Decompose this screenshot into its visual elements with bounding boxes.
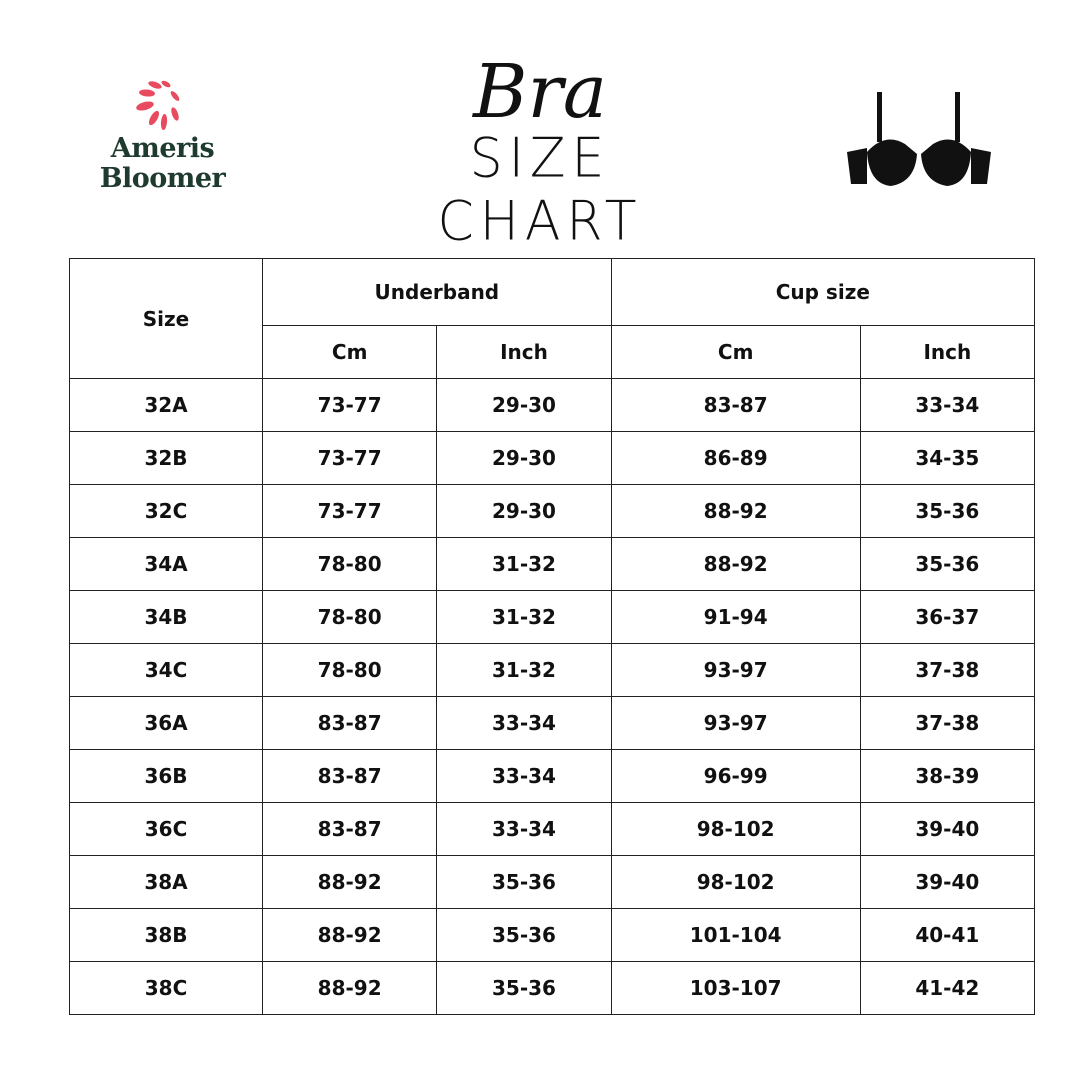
cell-underband-inch: 33-34 — [436, 696, 612, 750]
cell-cup-cm: 96-99 — [610, 749, 861, 803]
cell-size: 34A — [69, 537, 263, 591]
subheader-cup-cm: Cm — [610, 325, 861, 379]
title-script: Bra — [473, 49, 607, 135]
cell-underband-inch: 35-36 — [436, 961, 612, 1015]
cell-cup-inch: 38-39 — [859, 749, 1036, 803]
header-size: Size — [69, 258, 263, 379]
cell-size: 32A — [69, 378, 263, 432]
table-row: 32B 73-77 29-30 86-89 34-35 — [69, 431, 1036, 485]
subheader-underband-cm: Cm — [261, 325, 438, 379]
flower-icon — [135, 80, 179, 130]
subheader-underband-inch: Inch — [436, 325, 612, 379]
cell-size: 34B — [69, 590, 263, 644]
cell-cup-inch: 39-40 — [859, 855, 1036, 909]
cell-underband-inch: 35-36 — [436, 908, 612, 962]
cell-underband-inch: 29-30 — [436, 431, 612, 485]
size-table: Size Underband Cup size Cm Inch Cm Inch … — [69, 258, 1036, 1015]
cell-underband-inch: 29-30 — [436, 484, 612, 538]
cell-size: 36A — [69, 696, 263, 750]
bra-icon — [847, 92, 991, 186]
table-row: 36C 83-87 33-34 98-102 39-40 — [69, 802, 1036, 856]
cell-size: 38B — [69, 908, 263, 962]
cell-cup-inch: 33-34 — [859, 378, 1036, 432]
table-row: 38B 88-92 35-36 101-104 40-41 — [69, 908, 1036, 962]
cell-size: 32C — [69, 484, 263, 538]
brand-name-line1: Ameris — [110, 133, 215, 164]
table-row: 34A 78-80 31-32 88-92 35-36 — [69, 537, 1036, 591]
page-title: Bra SIZE CHART — [360, 49, 720, 253]
cell-size: 34C — [69, 643, 263, 697]
cell-cup-cm: 98-102 — [610, 802, 861, 856]
cell-underband-cm: 78-80 — [261, 537, 438, 591]
cell-underband-inch: 31-32 — [436, 643, 612, 697]
brand-logo: Ameris Bloomer — [90, 78, 235, 194]
cell-cup-inch: 35-36 — [859, 484, 1036, 538]
cell-underband-inch: 35-36 — [436, 855, 612, 909]
table-row: 34B 78-80 31-32 91-94 36-37 — [69, 590, 1036, 644]
table-row: 34C 78-80 31-32 93-97 37-38 — [69, 643, 1036, 697]
cell-underband-inch: 31-32 — [436, 537, 612, 591]
cell-cup-inch: 40-41 — [859, 908, 1036, 962]
cell-cup-inch: 39-40 — [859, 802, 1036, 856]
header-underband: Underband — [262, 258, 612, 326]
cell-cup-inch: 37-38 — [859, 696, 1036, 750]
cell-underband-cm: 88-92 — [261, 961, 438, 1015]
cell-cup-cm: 93-97 — [610, 643, 861, 697]
table-row: 36B 83-87 33-34 96-99 38-39 — [69, 749, 1036, 803]
table-row: 38A 88-92 35-36 98-102 39-40 — [69, 855, 1036, 909]
cell-underband-cm: 83-87 — [261, 696, 438, 750]
cell-cup-inch: 36-37 — [859, 590, 1036, 644]
cell-size: 36C — [69, 802, 263, 856]
cell-underband-cm: 83-87 — [261, 802, 438, 856]
table-row: 36A 83-87 33-34 93-97 37-38 — [69, 696, 1036, 750]
cell-underband-cm: 73-77 — [261, 378, 438, 432]
cell-underband-inch: 33-34 — [436, 749, 612, 803]
cell-cup-cm: 93-97 — [610, 696, 861, 750]
cell-size: 36B — [69, 749, 263, 803]
cell-underband-cm: 88-92 — [261, 908, 438, 962]
cell-underband-cm: 73-77 — [261, 431, 438, 485]
cell-cup-cm: 91-94 — [610, 590, 861, 644]
table-row: 32A 73-77 29-30 83-87 33-34 — [69, 378, 1036, 432]
cell-underband-cm: 78-80 — [261, 643, 438, 697]
cell-cup-cm: 101-104 — [610, 908, 861, 962]
cell-cup-inch: 41-42 — [859, 961, 1036, 1015]
cell-cup-cm: 88-92 — [610, 537, 861, 591]
cell-size: 38C — [69, 961, 263, 1015]
cell-cup-cm: 86-89 — [610, 431, 861, 485]
cell-underband-cm: 88-92 — [261, 855, 438, 909]
cell-cup-inch: 34-35 — [859, 431, 1036, 485]
title-main: SIZE CHART — [437, 127, 643, 253]
cell-underband-inch: 29-30 — [436, 378, 612, 432]
brand-name-line2: Bloomer — [99, 163, 226, 194]
subheader-cup-inch: Inch — [859, 325, 1036, 379]
header-cup-size: Cup size — [610, 258, 1036, 326]
cell-cup-inch: 37-38 — [859, 643, 1036, 697]
cell-underband-cm: 78-80 — [261, 590, 438, 644]
cell-size: 32B — [69, 431, 263, 485]
table-row: 38C 88-92 35-36 103-107 41-42 — [69, 961, 1036, 1015]
cell-underband-cm: 83-87 — [261, 749, 438, 803]
cell-underband-inch: 31-32 — [436, 590, 612, 644]
cell-cup-cm: 88-92 — [610, 484, 861, 538]
cell-cup-cm: 103-107 — [610, 961, 861, 1015]
cell-underband-cm: 73-77 — [261, 484, 438, 538]
cell-underband-inch: 33-34 — [436, 802, 612, 856]
table-row: 32C 73-77 29-30 88-92 35-36 — [69, 484, 1036, 538]
cell-size: 38A — [69, 855, 263, 909]
cell-cup-cm: 98-102 — [610, 855, 861, 909]
cell-cup-inch: 35-36 — [859, 537, 1036, 591]
cell-cup-cm: 83-87 — [610, 378, 861, 432]
